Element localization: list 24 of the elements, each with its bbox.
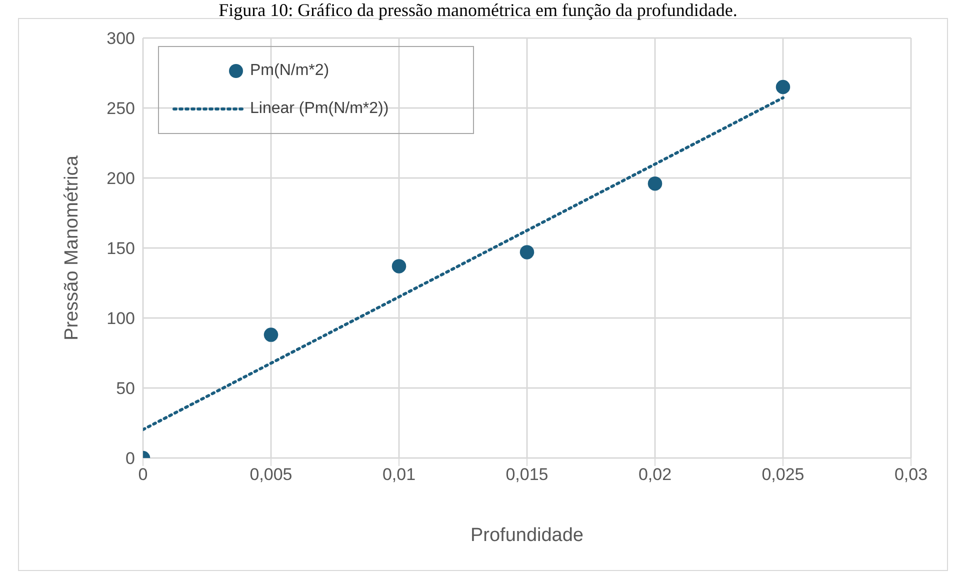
- chart-title: Figura 10: Gráfico da pressão manométrica em função da profundidade.: [218, 0, 738, 21]
- y-tick-label: 150: [106, 239, 135, 258]
- y-tick-label: 100: [106, 309, 135, 328]
- x-tick-label: 0,015: [506, 465, 548, 484]
- x-axis-title: Profundidade: [470, 525, 584, 546]
- y-tick-label: 0: [126, 449, 135, 468]
- y-tick-label: 300: [106, 29, 135, 48]
- x-tick-label: 0: [138, 465, 148, 484]
- y-tick-label: 200: [106, 169, 135, 188]
- legend-label: Pm(N/m*2): [250, 62, 330, 80]
- x-tick-label: 0,01: [382, 465, 416, 484]
- x-tick-label: 0,025: [762, 465, 804, 484]
- point: [520, 245, 534, 260]
- point: [392, 259, 406, 274]
- point: [648, 176, 662, 191]
- point: [264, 328, 278, 342]
- y-tick-label: 50: [116, 379, 135, 398]
- y-tick-label: 250: [106, 99, 135, 118]
- x-tick-label: 0,005: [250, 465, 292, 484]
- x-tick-label: 0,03: [894, 465, 928, 484]
- x-tick-label: 0,02: [638, 465, 672, 484]
- point: [776, 80, 790, 94]
- y-axis-title: Pressão Manométrica: [62, 155, 83, 340]
- legend-label: Linear (Pm(N/m*2)): [250, 100, 390, 118]
